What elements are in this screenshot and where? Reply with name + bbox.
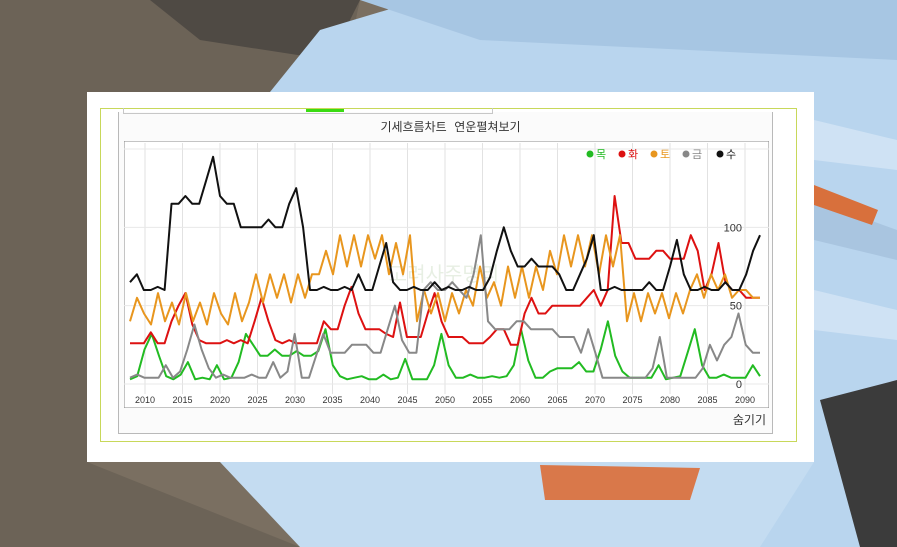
legend-label-화: 화 (628, 148, 638, 161)
series-line-수 (129, 155, 761, 291)
y-tick-labels: 0 50 100 (724, 222, 742, 391)
active-tab-indicator (306, 109, 344, 112)
legend-marker-화 (618, 150, 626, 158)
x-tick-labels: 2010 2015 2020 2025 2030 2035 2040 2045 2050 2055… (135, 395, 755, 405)
legend-marker-목 (586, 150, 594, 158)
tab-bar (123, 108, 493, 114)
legend-label-금: 금 (692, 148, 702, 161)
x-tick-label: 2020 (210, 395, 230, 405)
y-tick-label: 0 (736, 379, 742, 391)
x-tick-label: 2080 (660, 395, 680, 405)
x-tick-label: 2015 (172, 395, 192, 405)
x-tick-label: 2040 (360, 395, 380, 405)
legend-marker-수 (716, 150, 724, 158)
series-lines (129, 155, 761, 381)
x-tick-label: 2065 (547, 395, 567, 405)
x-tick-label: 2060 (510, 395, 530, 405)
card-frame (100, 108, 797, 442)
x-tick-label: 2035 (322, 395, 342, 405)
y-tick-label: 100 (724, 222, 742, 234)
y-tick-label: 50 (730, 301, 742, 313)
series-line-화 (130, 195, 760, 346)
x-tick-label: 2050 (435, 395, 455, 405)
chart-title: 기세흐름차트 연운펼쳐보기 (380, 120, 521, 134)
series-line-목 (129, 320, 761, 381)
x-tick-label: 2090 (735, 395, 755, 405)
x-tick-label: 2055 (472, 395, 492, 405)
legend-label-토: 토 (660, 148, 670, 161)
grid (124, 143, 769, 394)
legend-label-수: 수 (726, 148, 736, 161)
series-line-금 (129, 234, 760, 379)
hide-button[interactable]: 숨기기 (732, 413, 766, 427)
fortune-chart-card: 기세흐름차트 연운펼쳐보기 고려사주명리 0 50 100 2010 2015 2020… (87, 92, 814, 462)
plot-area (124, 141, 769, 408)
legend-marker-토 (650, 150, 658, 158)
x-tick-label: 2030 (285, 395, 305, 405)
x-tick-label: 2010 (135, 395, 155, 405)
x-tick-label: 2070 (585, 395, 605, 405)
series-line-토 (129, 234, 760, 326)
x-tick-label: 2085 (697, 395, 717, 405)
x-tick-label: 2045 (397, 395, 417, 405)
x-tick-label: 2025 (247, 395, 267, 405)
legend-label-목: 목 (596, 148, 606, 161)
x-tick-label: 2075 (622, 395, 642, 405)
legend-marker-금 (682, 150, 690, 158)
